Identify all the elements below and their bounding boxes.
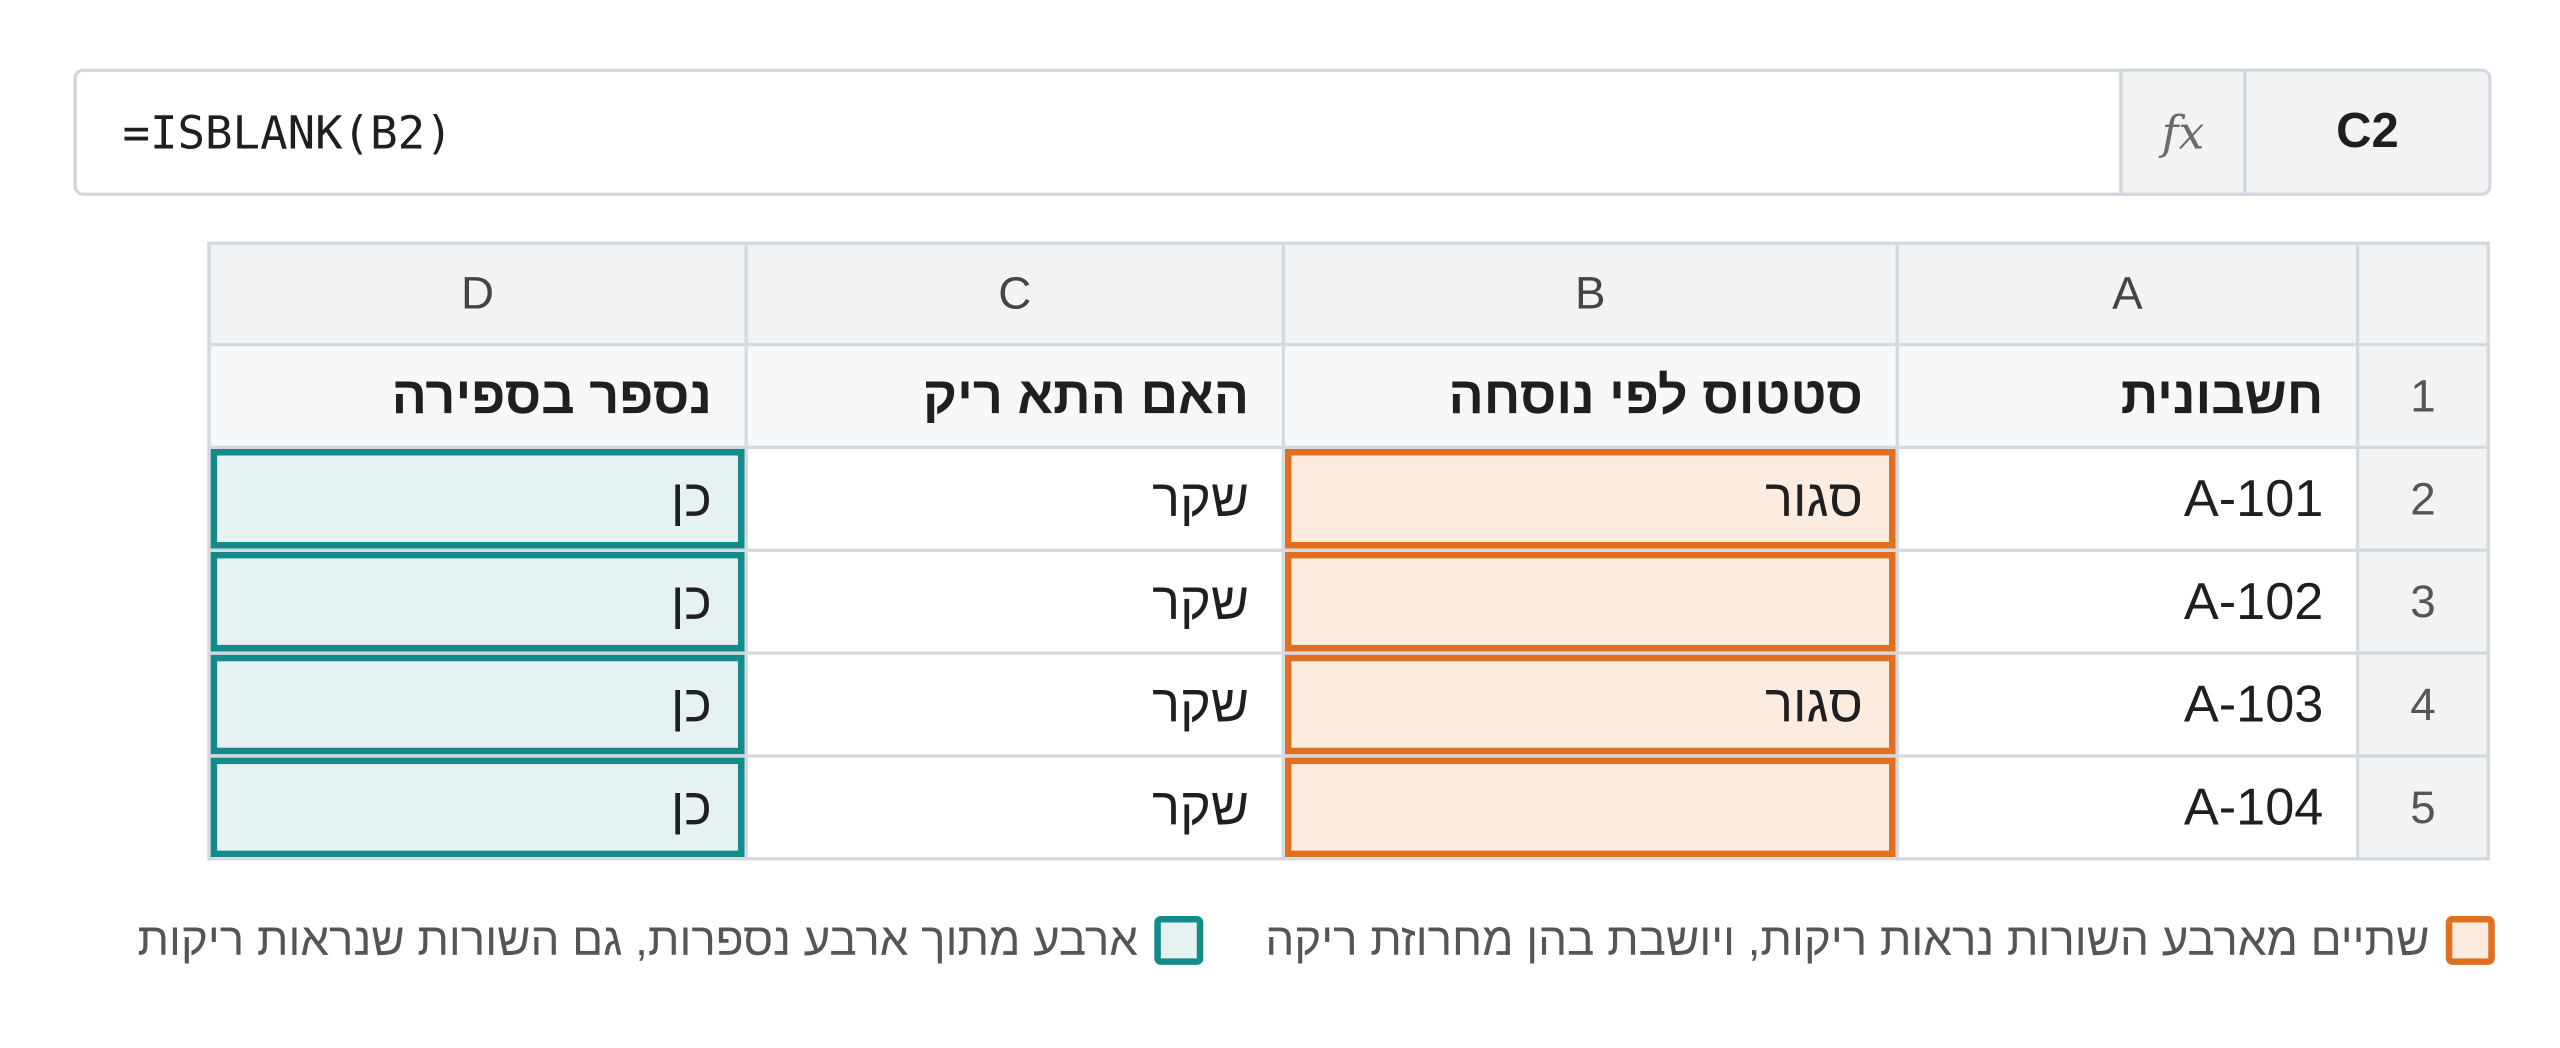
formula-input[interactable]: =ISBLANK(B2) [122,105,453,160]
legend-item-orange: שתיים מארבע השורות נראות ריקות, ויושבת ב… [1265,914,2495,966]
row-number[interactable]: 1 [2355,342,2490,449]
column-header-d[interactable]: D [207,241,748,347]
row-number[interactable]: 4 [2355,651,2490,758]
row-number[interactable]: 3 [2355,548,2490,655]
cell-d1[interactable]: נספר בספירה [207,342,748,449]
fx-icon: fx [2119,71,2244,193]
column-header-row: A B C D [207,241,2490,347]
legend-text-orange: שתיים מארבע השורות נראות ריקות, ויושבת ב… [1265,914,2430,965]
column-header-c[interactable]: C [744,241,1285,347]
cell-d5[interactable]: כן [207,754,748,861]
orange-swatch-icon [2445,915,2495,965]
cell-a3[interactable]: A-102 [1895,548,2360,655]
table-row: 2 A-101 סגור שקר כן [207,445,2490,552]
row-number[interactable]: 5 [2355,754,2490,861]
cell-a1[interactable]: חשבונית [1895,342,2360,449]
name-box[interactable]: C2 [2243,71,2489,193]
legend: שתיים מארבע השורות נראות ריקות, ויושבת ב… [75,914,2495,966]
formula-bar: =ISBLANK(B2) fx C2 [73,68,2492,196]
column-header-a[interactable]: A [1895,241,2360,347]
table-row: 4 A-103 סגור שקר כן [207,651,2490,758]
cell-c2[interactable]: שקר [744,445,1285,552]
cell-a4[interactable]: A-103 [1895,651,2360,758]
cell-b1[interactable]: סטטוס לפי נוסחה [1281,342,1899,449]
cell-d4[interactable]: כן [207,651,748,758]
cell-d2[interactable]: כן [207,445,748,552]
legend-text-teal: ארבע מתוך ארבע נספרות, גם השורות שנראות … [137,914,1138,965]
cell-d3[interactable]: כן [207,548,748,655]
row-number[interactable]: 2 [2355,445,2490,552]
table-row: 3 A-102 שקר כן [207,548,2490,655]
cell-c1[interactable]: האם התא ריק [744,342,1285,449]
column-header-b[interactable]: B [1281,241,1899,347]
spreadsheet-grid: A B C D 1 חשבונית סטטוס לפי נוסחה האם הת… [207,241,2490,861]
table-row: 5 A-104 שקר כן [207,754,2490,861]
cell-b3[interactable] [1281,548,1899,655]
cell-c3[interactable]: שקר [744,548,1285,655]
cell-b2[interactable]: סגור [1281,445,1899,552]
cell-b4[interactable]: סגור [1281,651,1899,758]
teal-swatch-icon [1154,915,1204,965]
cell-c4[interactable]: שקר [744,651,1285,758]
cell-a5[interactable]: A-104 [1895,754,2360,861]
select-all-corner[interactable] [2355,241,2490,347]
cell-a2[interactable]: A-101 [1895,445,2360,552]
cell-b5[interactable] [1281,754,1899,861]
table-row: 1 חשבונית סטטוס לפי נוסחה האם התא ריק נס… [207,342,2490,449]
legend-item-teal: ארבע מתוך ארבע נספרות, גם השורות שנראות … [137,914,1204,966]
cell-c5[interactable]: שקר [744,754,1285,861]
